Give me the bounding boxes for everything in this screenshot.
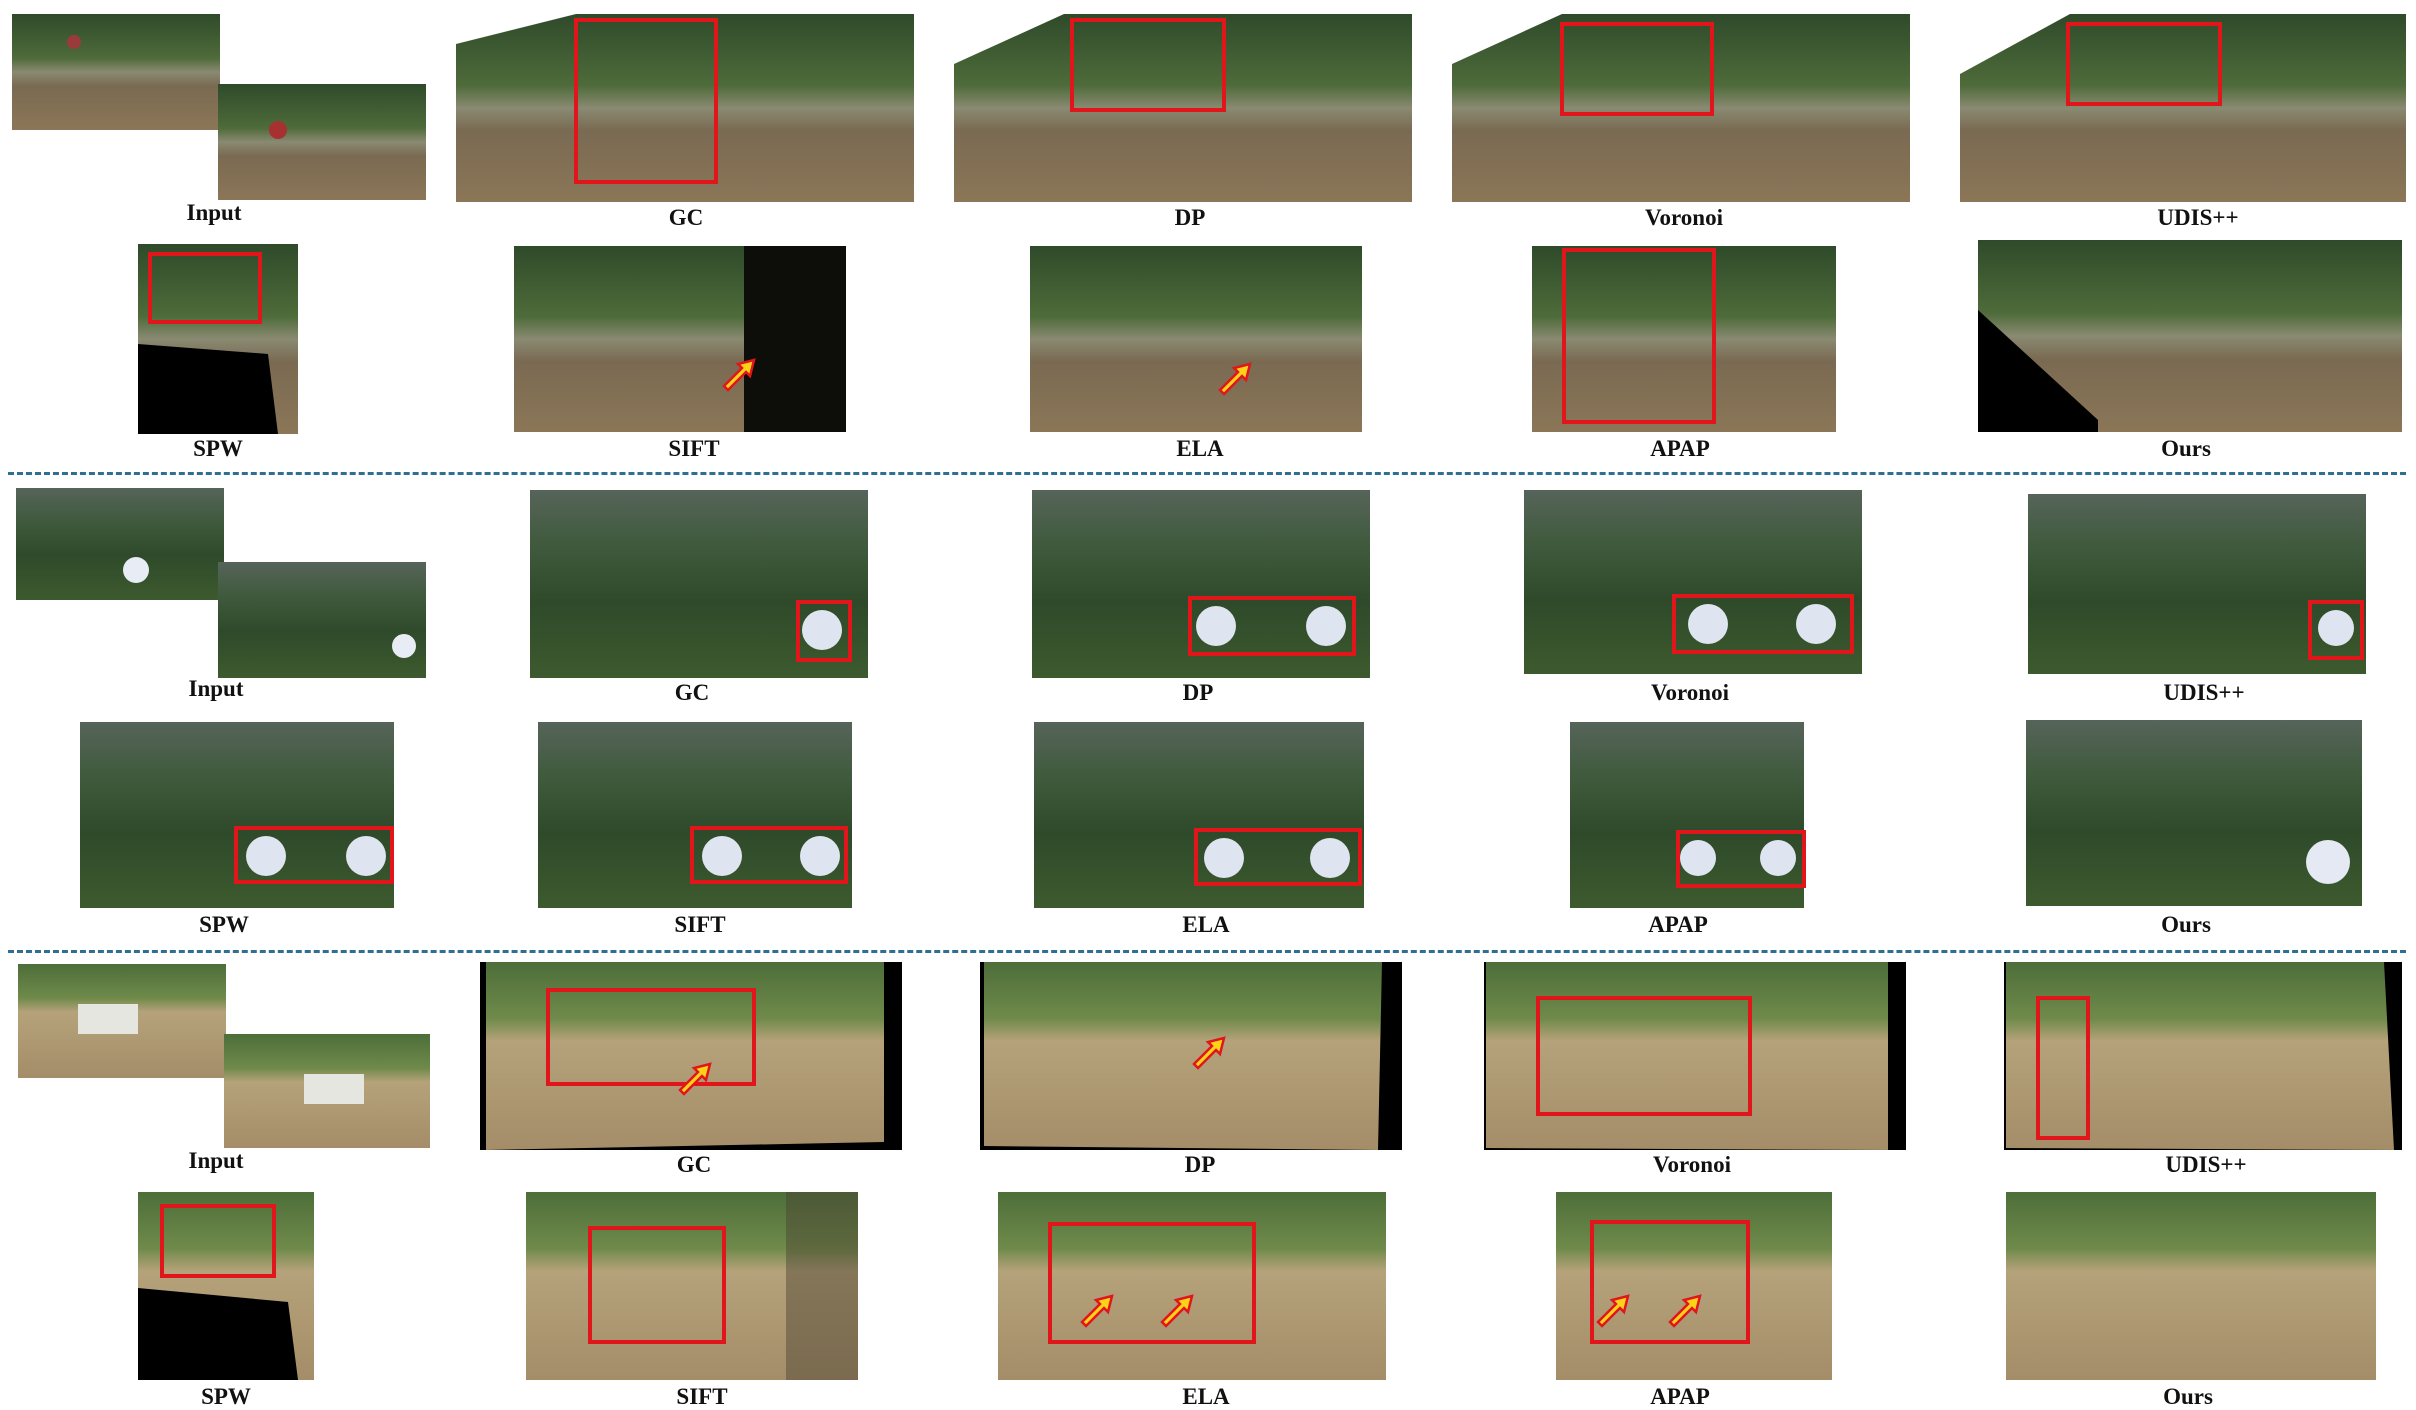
divider: [8, 950, 2406, 953]
highlight-box: [574, 18, 718, 184]
panel-voronoi: [1452, 14, 1910, 202]
label-sift: SIFT: [674, 912, 726, 937]
panel-sift: [526, 1192, 858, 1380]
highlight-box: [1188, 596, 1356, 656]
label-ours: Ours: [2163, 1384, 2213, 1409]
label-input: Input: [188, 1148, 244, 1173]
panel-sift: [538, 722, 852, 908]
panel-udis: [1960, 14, 2406, 202]
panel-gc: [456, 14, 914, 202]
panel-ours: [2026, 720, 2362, 906]
label-dp: DP: [1184, 1152, 1216, 1177]
panel-ela: [1030, 246, 1362, 432]
panel-voronoi: [1484, 962, 1906, 1150]
label-ela: ELA: [1182, 1384, 1230, 1409]
highlight-box: [1070, 18, 1226, 112]
highlight-box: [1194, 828, 1362, 886]
arrow-icon: [1080, 1294, 1114, 1328]
label-dp: DP: [1174, 205, 1206, 230]
highlight-box: [1560, 22, 1714, 116]
label-ela: ELA: [1176, 436, 1224, 461]
label-gc: GC: [668, 205, 704, 230]
label-udis: UDIS++: [2157, 205, 2239, 230]
panel-ela: [1034, 722, 1364, 908]
panel-udis: [2004, 962, 2402, 1150]
label-apap: APAP: [1650, 436, 1710, 461]
highlight-box: [160, 1204, 276, 1278]
label-input: Input: [188, 676, 244, 701]
input-image-right: [218, 562, 426, 678]
label-ela: ELA: [1182, 912, 1230, 937]
highlight-box: [2066, 22, 2222, 106]
input-image-right: [218, 84, 426, 200]
input-image-left: [16, 488, 224, 600]
label-udis: UDIS++: [2163, 680, 2245, 705]
panel-gc: [480, 962, 902, 1150]
arrow-icon: [722, 358, 756, 392]
label-voronoi: Voronoi: [1645, 205, 1723, 230]
highlight-box: [2308, 600, 2364, 660]
horse-jump-scene-icon: [224, 1034, 430, 1148]
highlight-box: [1676, 830, 1806, 888]
divider: [8, 472, 2406, 475]
highlight-box: [1048, 1222, 1256, 1344]
panel-ours: [2006, 1192, 2376, 1380]
label-sift: SIFT: [668, 436, 720, 461]
label-spw: SPW: [201, 1384, 251, 1409]
input-image-left: [12, 14, 220, 130]
highlight-box: [690, 826, 848, 884]
highlight-box: [2036, 996, 2090, 1140]
highlight-box: [1536, 996, 1752, 1116]
panel-sift: [514, 246, 846, 432]
label-ours: Ours: [2161, 912, 2211, 937]
label-udis: UDIS++: [2165, 1152, 2247, 1177]
arrow-icon: [1596, 1294, 1630, 1328]
input-image-right: [224, 1034, 430, 1148]
panel-voronoi: [1524, 490, 1862, 674]
label-voronoi: Voronoi: [1651, 680, 1729, 705]
arrow-icon: [678, 1062, 712, 1096]
soccer-ball-scene-icon: [218, 562, 426, 678]
panel-apap: [1570, 722, 1804, 908]
highlight-box: [148, 252, 262, 324]
panel-apap: [1532, 246, 1836, 432]
arrow-icon: [1218, 362, 1252, 396]
arrow-icon: [1668, 1294, 1702, 1328]
label-spw: SPW: [199, 912, 249, 937]
highlight-box: [588, 1226, 726, 1344]
label-dp: DP: [1182, 680, 1214, 705]
label-gc: GC: [674, 680, 710, 705]
label-ours: Ours: [2161, 436, 2211, 461]
highlight-box: [234, 826, 394, 884]
highlight-box: [1672, 594, 1854, 654]
label-gc: GC: [676, 1152, 712, 1177]
highlight-box: [796, 600, 852, 662]
panel-dp: [980, 962, 1402, 1150]
arrow-icon: [1192, 1036, 1226, 1070]
label-apap: APAP: [1648, 912, 1708, 937]
motocross-scene-icon: [12, 14, 220, 130]
label-sift: SIFT: [676, 1384, 728, 1409]
label-voronoi: Voronoi: [1653, 1152, 1731, 1177]
panel-spw: [138, 1192, 314, 1380]
label-input: Input: [186, 200, 242, 225]
horse-jump-scene-icon: [18, 964, 226, 1078]
motocross-scene-icon: [218, 84, 426, 200]
panel-ours: [1978, 240, 2402, 432]
highlight-box: [1590, 1220, 1750, 1344]
panel-dp: [1032, 490, 1370, 678]
label-apap: APAP: [1650, 1384, 1710, 1409]
input-image-left: [18, 964, 226, 1078]
panel-gc: [530, 490, 868, 678]
arrow-icon: [1160, 1294, 1194, 1328]
highlight-box: [1562, 248, 1716, 424]
label-spw: SPW: [193, 436, 243, 461]
soccer-ball-scene-icon: [16, 488, 224, 600]
highlight-box: [546, 988, 756, 1086]
